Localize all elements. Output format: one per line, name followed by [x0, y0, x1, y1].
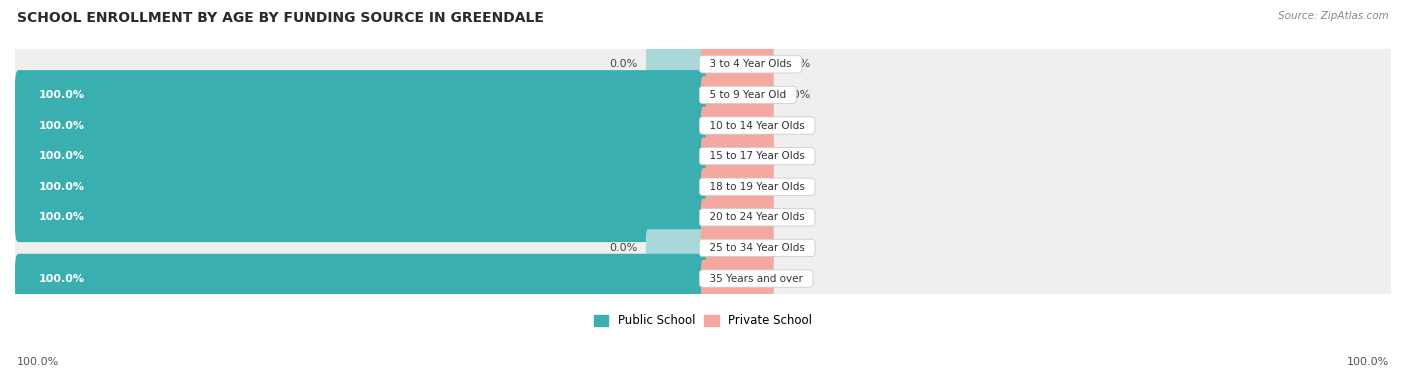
Text: 0.0%: 0.0% — [782, 274, 810, 284]
FancyBboxPatch shape — [15, 162, 706, 212]
FancyBboxPatch shape — [702, 46, 773, 83]
Text: 5 to 9 Year Old: 5 to 9 Year Old — [703, 90, 793, 100]
FancyBboxPatch shape — [15, 157, 1391, 216]
FancyBboxPatch shape — [702, 199, 773, 236]
Text: 0.0%: 0.0% — [782, 243, 810, 253]
FancyBboxPatch shape — [15, 188, 1391, 247]
FancyBboxPatch shape — [15, 131, 706, 181]
FancyBboxPatch shape — [15, 70, 706, 120]
Text: 100.0%: 100.0% — [39, 212, 86, 222]
FancyBboxPatch shape — [15, 127, 1391, 186]
Text: 10 to 14 Year Olds: 10 to 14 Year Olds — [703, 121, 811, 130]
FancyBboxPatch shape — [15, 65, 1391, 124]
Text: 0.0%: 0.0% — [782, 90, 810, 100]
FancyBboxPatch shape — [15, 35, 1391, 94]
FancyBboxPatch shape — [15, 192, 706, 242]
FancyBboxPatch shape — [702, 76, 773, 114]
Text: Source: ZipAtlas.com: Source: ZipAtlas.com — [1278, 11, 1389, 21]
Text: 3 to 4 Year Olds: 3 to 4 Year Olds — [703, 59, 799, 69]
Text: 15 to 17 Year Olds: 15 to 17 Year Olds — [703, 151, 811, 161]
Text: 100.0%: 100.0% — [39, 151, 86, 161]
FancyBboxPatch shape — [15, 101, 706, 150]
FancyBboxPatch shape — [15, 254, 706, 303]
Text: 100.0%: 100.0% — [17, 357, 59, 367]
Text: 100.0%: 100.0% — [39, 90, 86, 100]
FancyBboxPatch shape — [702, 138, 773, 175]
Text: 0.0%: 0.0% — [782, 182, 810, 192]
Text: 0.0%: 0.0% — [609, 59, 638, 69]
Text: 0.0%: 0.0% — [782, 151, 810, 161]
FancyBboxPatch shape — [645, 229, 704, 266]
FancyBboxPatch shape — [15, 249, 1391, 308]
FancyBboxPatch shape — [702, 260, 773, 297]
FancyBboxPatch shape — [702, 168, 773, 205]
FancyBboxPatch shape — [702, 107, 773, 144]
Legend: Public School, Private School: Public School, Private School — [589, 310, 817, 332]
Text: 0.0%: 0.0% — [782, 212, 810, 222]
Text: 0.0%: 0.0% — [609, 243, 638, 253]
Text: 18 to 19 Year Olds: 18 to 19 Year Olds — [703, 182, 811, 192]
FancyBboxPatch shape — [702, 229, 773, 266]
Text: 20 to 24 Year Olds: 20 to 24 Year Olds — [703, 212, 811, 222]
Text: 0.0%: 0.0% — [782, 59, 810, 69]
FancyBboxPatch shape — [15, 96, 1391, 155]
Text: 25 to 34 Year Olds: 25 to 34 Year Olds — [703, 243, 811, 253]
FancyBboxPatch shape — [645, 46, 704, 83]
Text: 100.0%: 100.0% — [1347, 357, 1389, 367]
FancyBboxPatch shape — [15, 218, 1391, 277]
Text: 100.0%: 100.0% — [39, 274, 86, 284]
Text: 100.0%: 100.0% — [39, 182, 86, 192]
Text: 0.0%: 0.0% — [782, 121, 810, 130]
Text: 100.0%: 100.0% — [39, 121, 86, 130]
Text: 35 Years and over: 35 Years and over — [703, 274, 810, 284]
Text: SCHOOL ENROLLMENT BY AGE BY FUNDING SOURCE IN GREENDALE: SCHOOL ENROLLMENT BY AGE BY FUNDING SOUR… — [17, 11, 544, 25]
